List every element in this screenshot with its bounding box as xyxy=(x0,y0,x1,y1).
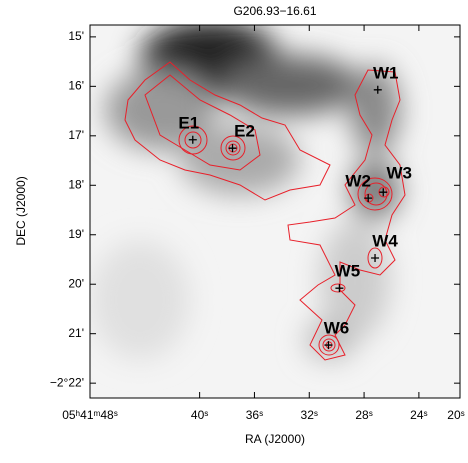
x-axis-label: RA (J2000) xyxy=(245,432,305,446)
x-tick-label: 32ˢ xyxy=(301,408,318,422)
y-tick-label: 17' xyxy=(68,128,84,142)
source-marker xyxy=(364,194,373,203)
source-label: W6 xyxy=(324,319,350,338)
y-tick-label: 21' xyxy=(68,326,84,340)
y-tick-label: −2°22' xyxy=(50,375,84,389)
source-label: E2 xyxy=(234,122,255,141)
source-label: W4 xyxy=(372,231,398,250)
source-marker xyxy=(228,144,237,153)
source-label: W2 xyxy=(345,172,371,191)
plot-frame xyxy=(89,24,461,399)
source-marker xyxy=(371,254,380,263)
x-tick-label: 28ˢ xyxy=(355,408,372,422)
source-label: W5 xyxy=(335,262,361,281)
x-tick-label: 24ˢ xyxy=(410,408,427,422)
x-tick-label: 36ˢ xyxy=(246,408,263,422)
y-tick-label: 20' xyxy=(68,276,84,290)
y-tick-label: 15' xyxy=(68,29,84,43)
x-tick-label: 20ˢ xyxy=(447,408,464,422)
chart-title: G206.93−16.61 xyxy=(233,4,316,18)
source-marker xyxy=(373,85,382,94)
source-marker xyxy=(324,341,333,350)
y-tick-label: 16' xyxy=(68,79,84,93)
sky-image xyxy=(90,25,460,398)
y-tick-label: 18' xyxy=(68,177,84,191)
source-marker xyxy=(335,284,344,293)
source-label: E1 xyxy=(178,113,199,132)
x-tick-label: 40ˢ xyxy=(191,408,208,422)
source-label: W3 xyxy=(387,164,413,183)
source-marker xyxy=(379,188,388,197)
y-axis-label: DEC (J2000) xyxy=(14,176,28,245)
y-tick-label: 19' xyxy=(68,227,84,241)
source-marker xyxy=(188,135,197,144)
x-tick-label: 05ʰ41ᵐ48ˢ xyxy=(62,408,118,422)
source-label: W1 xyxy=(373,63,399,82)
